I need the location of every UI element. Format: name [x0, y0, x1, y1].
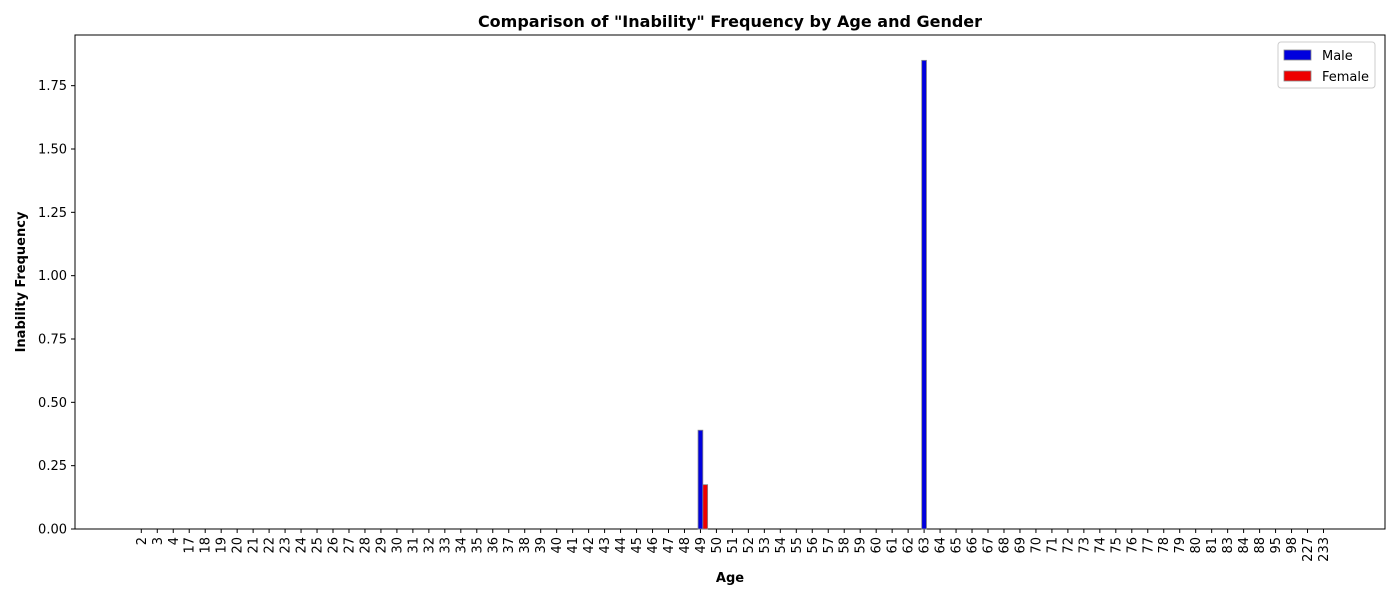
x-tick-label: 72 — [1061, 537, 1076, 554]
x-tick-label: 22 — [263, 537, 278, 554]
legend-label-male: Male — [1322, 49, 1353, 64]
x-tick-label: 40 — [550, 537, 565, 554]
legend-swatch-male — [1283, 49, 1312, 61]
x-tick-label: 35 — [470, 537, 485, 554]
x-tick-label: 21 — [247, 537, 262, 554]
x-tick-label: 32 — [422, 537, 437, 554]
x-tick-label: 78 — [1157, 537, 1172, 554]
x-tick-label: 33 — [438, 537, 453, 554]
y-tick-label: 0.00 — [38, 523, 67, 538]
x-tick-label: 45 — [630, 537, 645, 554]
x-tick-label: 52 — [742, 537, 757, 554]
x-tick-label: 41 — [566, 537, 581, 554]
x-tick-label: 27 — [342, 537, 357, 554]
x-tick-label: 233 — [1317, 537, 1332, 562]
x-tick-label: 64 — [934, 537, 949, 554]
x-tick-label: 51 — [726, 537, 741, 554]
legend: Male Female — [1277, 41, 1376, 89]
x-tick-label: 227 — [1301, 537, 1316, 562]
x-tick-label: 59 — [854, 537, 869, 554]
x-tick-label: 39 — [534, 537, 549, 554]
x-tick-label: 81 — [1205, 537, 1220, 554]
x-tick-label: 79 — [1173, 537, 1188, 554]
x-tick-label: 69 — [1013, 537, 1028, 554]
x-tick-label: 2 — [135, 537, 150, 545]
x-tick-label: 23 — [279, 537, 294, 554]
x-tick-label: 58 — [838, 537, 853, 554]
x-tick-label: 74 — [1093, 537, 1108, 554]
x-tick-label: 36 — [486, 537, 501, 554]
x-tick-label: 25 — [311, 537, 326, 554]
y-tick-label: 0.75 — [38, 333, 67, 348]
x-tick-label: 37 — [502, 537, 517, 554]
x-tick-label: 98 — [1285, 537, 1300, 554]
legend-label-female: Female — [1322, 70, 1369, 85]
bar-male — [921, 59, 927, 530]
x-tick-label: 54 — [774, 537, 789, 554]
y-tick-label: 1.25 — [38, 206, 67, 221]
x-tick-label: 38 — [518, 537, 533, 554]
x-tick-label: 65 — [950, 537, 965, 554]
x-tick-label: 95 — [1269, 537, 1284, 554]
x-tick-label: 88 — [1253, 537, 1268, 554]
x-tick-label: 57 — [822, 537, 837, 554]
y-tick-label: 1.00 — [38, 269, 67, 284]
x-tick-label: 47 — [662, 537, 677, 554]
x-tick-label: 63 — [918, 537, 933, 554]
x-tick-label: 60 — [870, 537, 885, 554]
x-tick-label: 48 — [678, 537, 693, 554]
x-tick-label: 84 — [1237, 537, 1252, 554]
x-tick-label: 19 — [215, 537, 230, 554]
x-tick-label: 56 — [806, 537, 821, 554]
x-tick-label: 61 — [886, 537, 901, 554]
x-tick-label: 71 — [1045, 537, 1060, 554]
y-tick-label: 0.50 — [38, 396, 67, 411]
x-tick-label: 3 — [151, 537, 166, 545]
x-tick-label: 55 — [790, 537, 805, 554]
x-tick-label: 31 — [406, 537, 421, 554]
x-tick-label: 26 — [327, 537, 342, 554]
chart-title: Comparison of "Inability" Frequency by A… — [478, 12, 982, 31]
x-tick-label: 75 — [1109, 537, 1124, 554]
y-tick-label: 0.25 — [38, 459, 67, 474]
x-tick-label: 53 — [758, 537, 773, 554]
x-tick-label: 66 — [966, 537, 981, 554]
legend-swatch-female — [1283, 70, 1312, 82]
x-tick-label: 50 — [710, 537, 725, 554]
x-tick-label: 24 — [295, 537, 310, 554]
x-tick-label: 18 — [199, 537, 214, 554]
x-tick-label: 62 — [902, 537, 917, 554]
x-tick-label: 80 — [1189, 537, 1204, 554]
x-tick-label: 4 — [167, 537, 182, 545]
x-tick-label: 29 — [374, 537, 389, 554]
x-tick-label: 43 — [598, 537, 613, 554]
x-tick-label: 17 — [183, 537, 198, 554]
x-tick-label: 83 — [1221, 537, 1236, 554]
x-tick-label: 30 — [390, 537, 405, 554]
x-tick-label: 28 — [358, 537, 373, 554]
x-tick-label: 46 — [646, 537, 661, 554]
x-tick-label: 20 — [231, 537, 246, 554]
x-axis-label: Age — [716, 571, 744, 586]
x-tick-label: 70 — [1029, 537, 1044, 554]
x-tick-label: 77 — [1141, 537, 1156, 554]
bar-female — [702, 484, 709, 530]
x-tick-label: 73 — [1077, 537, 1092, 554]
x-tick-label: 49 — [694, 537, 709, 554]
plot-area: 0.000.250.500.751.001.251.501.752 3 4 17 18 1… — [38, 34, 1386, 562]
x-tick-label: 76 — [1125, 537, 1140, 554]
x-tick-label: 42 — [582, 537, 597, 554]
x-tick-label: 44 — [614, 537, 629, 554]
y-tick-label: 1.75 — [38, 79, 67, 94]
x-tick-label: 68 — [997, 537, 1012, 554]
x-tick-label: 67 — [982, 537, 997, 554]
bar-male — [697, 429, 704, 530]
y-axis-label: Inability Frequency — [14, 211, 29, 352]
axes-frame — [74, 34, 1386, 530]
x-tick-label: 34 — [454, 537, 469, 554]
y-tick-label: 1.50 — [38, 143, 67, 158]
